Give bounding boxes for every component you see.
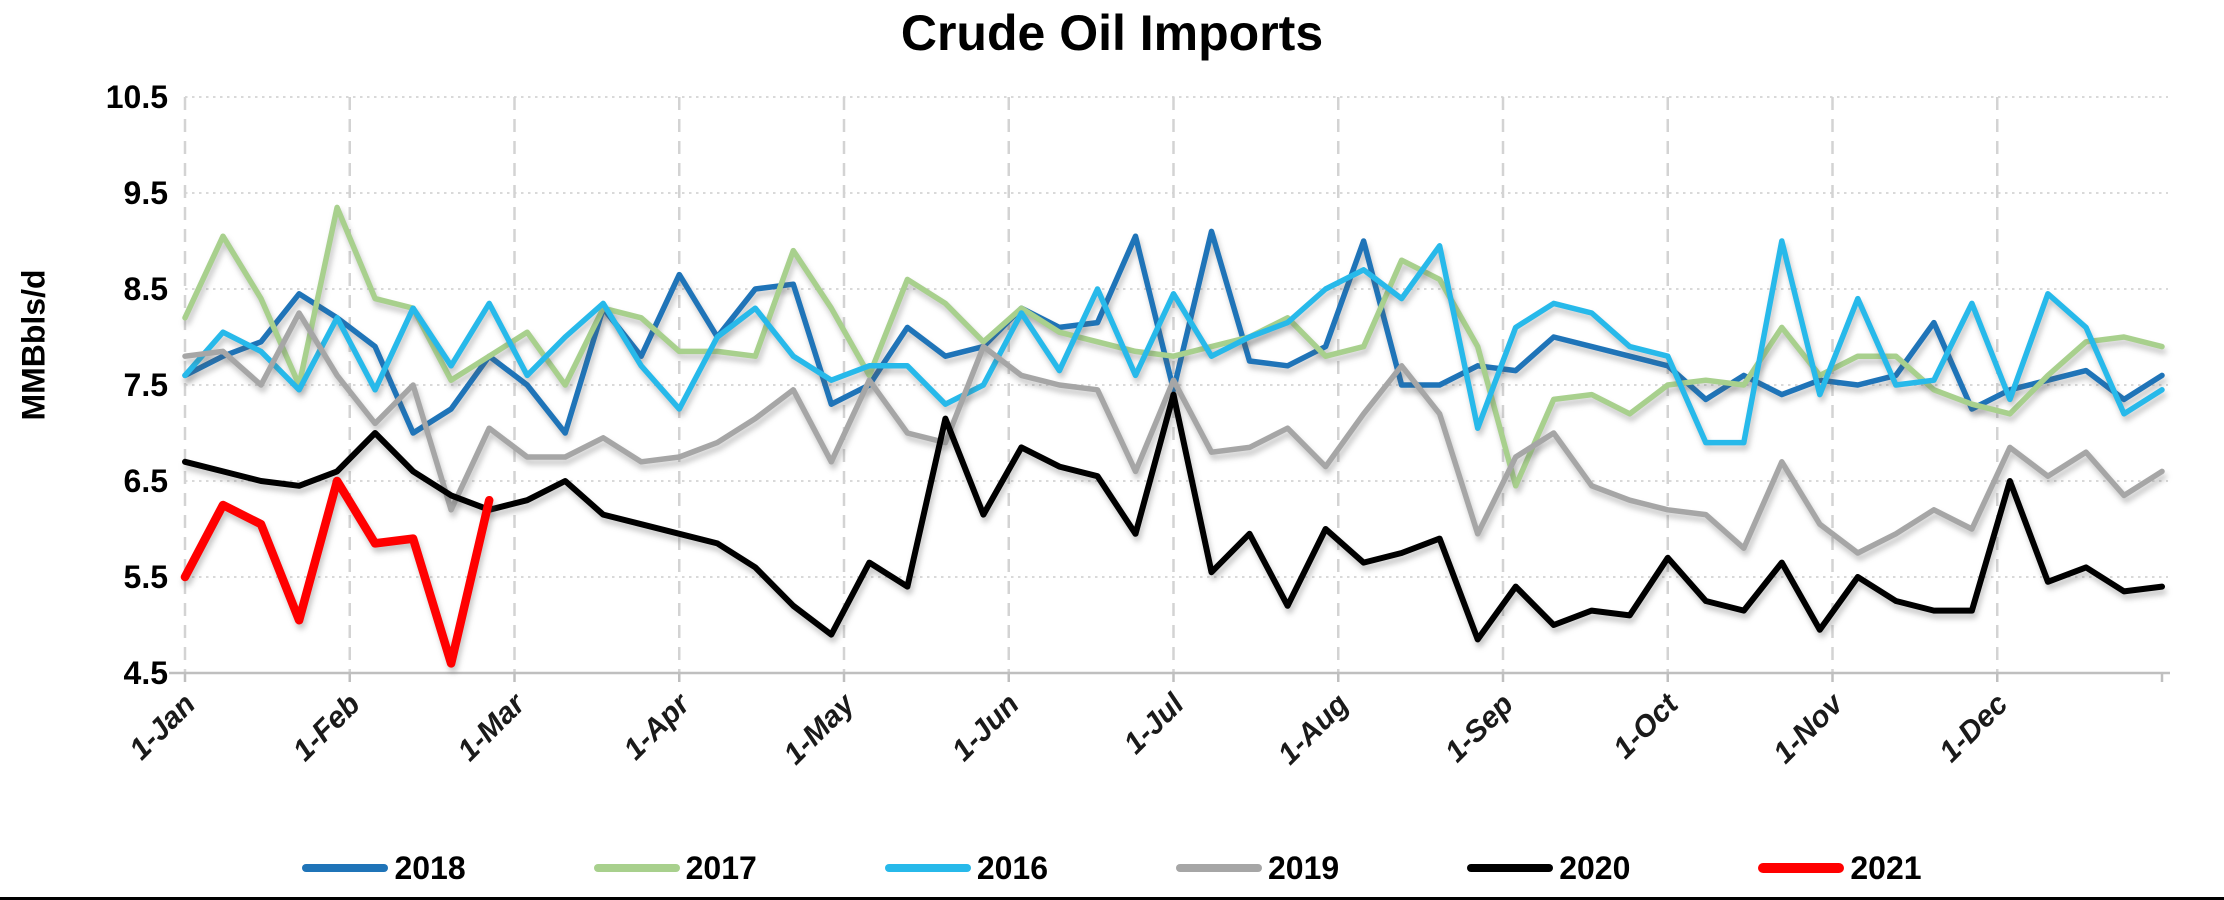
x-tick-label: 1-Nov [1767,686,1851,770]
legend-swatch-2018 [302,864,389,872]
x-tick-label: 1-Feb [287,688,367,768]
legend-item-2016: 2016 [884,849,1048,887]
y-tick-label: 10.5 [106,79,168,115]
y-tick-label: 8.5 [124,271,168,307]
x-tick-label: 1-Aug [1272,688,1355,771]
x-tick-label: 1-Oct [1607,686,1686,765]
series-line-2020 [182,391,2165,643]
series-line-2016 [182,238,2165,446]
series-line-2019 [182,310,2165,556]
y-tick-label: 4.5 [124,655,168,691]
legend-item-2019: 2019 [1176,850,1339,887]
legend-label-2016: 2016 [976,849,1048,886]
legend-label-2018: 2018 [394,849,466,886]
x-tick-label: 1-Jul [1118,687,1191,760]
y-tick-label: 6.5 [124,463,168,499]
legend: 2018 2017 2016 2019 2020 2021 [0,845,2224,891]
chart-title: Crude Oil Imports [900,5,1324,61]
x-tick-label: 1-Mar [452,686,534,768]
chart-canvas: 10.5 9.5 8.5 7.5 6.5 5.5 4.51-Jan 1-Feb 1-Mar 1-A… [106,79,2170,771]
legend-swatch-2021 [1758,863,1845,873]
legend-label-2020: 2020 [1559,849,1631,886]
x-tick-label: 1-Sep [1439,688,1520,769]
legend-swatch-2019 [1176,864,1262,872]
x-tick-label: 1-Jan [123,688,202,767]
legend-swatch-2017 [593,864,680,872]
legend-swatch-2020 [1467,864,1554,872]
legend-label-2019: 2019 [1268,849,1340,886]
x-tick-label: 1-Jun [946,688,1026,768]
legend-item-2021: 2021 [1758,849,1922,887]
legend-label-2021: 2021 [1850,849,1922,886]
x-tick-label: 1-Apr [617,686,697,766]
y-tick-label: 7.5 [124,367,168,403]
y-tick-label: 9.5 [124,175,168,211]
x-tick-label: 1-Dec [1933,687,2014,768]
y-tick-label: 5.5 [124,559,168,595]
legend-label-2017: 2017 [685,849,757,886]
series-line-2018 [182,228,2165,436]
x-tick-label: 1-May [777,687,861,771]
legend-item-2020: 2020 [1467,850,1630,887]
series-line-2021 [180,476,494,668]
legend-item-2017: 2017 [593,849,757,887]
legend-item-2018: 2018 [302,849,466,887]
legend-swatch-2016 [884,864,971,872]
